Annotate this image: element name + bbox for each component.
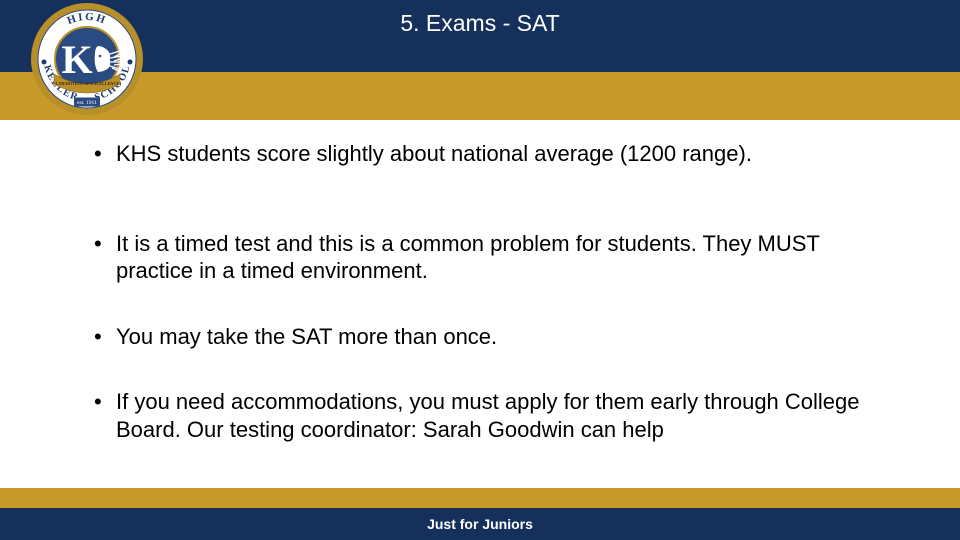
content-area: KHS students score slightly about nation…: [80, 140, 900, 485]
slide: 5. Exams - SAT HIGH KELLER SCHOOL K: [0, 0, 960, 540]
school-logo: HIGH KELLER SCHOOL K A TRADITION OF EXCE…: [30, 2, 144, 116]
list-item: It is a timed test and this is a common …: [80, 230, 900, 285]
footer-band-navy: Just for Juniors: [0, 508, 960, 540]
header-band-gold: [0, 72, 960, 120]
list-item: If you need accommodations, you must app…: [80, 388, 900, 443]
slide-title: 5. Exams - SAT: [0, 10, 960, 37]
footer-text: Just for Juniors: [427, 516, 533, 532]
svg-text:A TRADITION OF EXCELLENCE: A TRADITION OF EXCELLENCE: [55, 81, 120, 86]
svg-text:K: K: [61, 37, 92, 82]
list-item: You may take the SAT more than once.: [80, 323, 900, 351]
list-item: KHS students score slightly about nation…: [80, 140, 900, 168]
svg-text:est. 1911: est. 1911: [77, 100, 97, 106]
bullet-list: KHS students score slightly about nation…: [80, 140, 900, 443]
footer-band-gold: [0, 488, 960, 508]
